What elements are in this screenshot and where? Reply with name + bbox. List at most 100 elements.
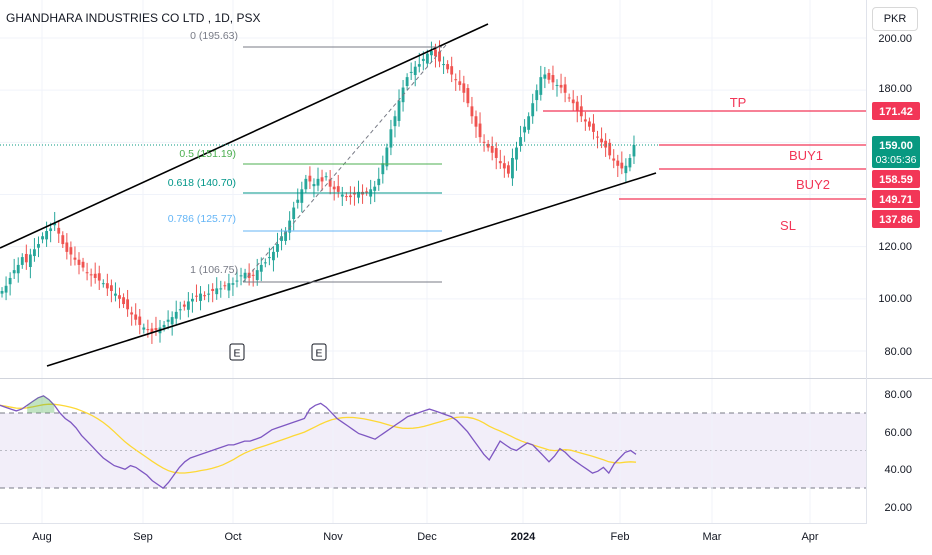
candle-body (393, 116, 397, 127)
candle-body (203, 295, 206, 297)
candle (551, 65, 555, 90)
candle-body (130, 312, 134, 315)
candle-body (600, 138, 603, 143)
candle-body (539, 77, 543, 95)
candle (559, 73, 563, 94)
price-axis[interactable]: 200.00 180.00 120.00 100.00 80.00 (878, 33, 912, 358)
candle (397, 89, 401, 127)
candle-body (215, 288, 219, 295)
candle (340, 186, 344, 206)
candle-body (12, 270, 16, 274)
candle-body (506, 165, 510, 174)
current-price-text: 159.00 (879, 140, 913, 152)
candle (365, 187, 369, 196)
bar-countdown-text: 03:05:36 (876, 154, 917, 166)
current-price-badge (872, 136, 920, 168)
candle (405, 73, 409, 90)
candle-body (73, 257, 77, 260)
currency-button[interactable]: PKR (872, 7, 918, 31)
channel-upper-trendline[interactable] (0, 23, 489, 249)
candle (8, 272, 12, 296)
candle (555, 79, 559, 97)
candle (515, 141, 518, 171)
candle (170, 311, 174, 336)
candle (207, 284, 211, 303)
candle (154, 316, 158, 336)
candle-body (243, 272, 247, 279)
earnings-marker[interactable] (229, 343, 245, 361)
candle (587, 117, 591, 131)
candle (563, 76, 567, 103)
candle-body (413, 66, 417, 76)
candle (632, 135, 636, 164)
candle (259, 257, 263, 282)
price-tick: 120.00 (878, 241, 912, 253)
candle (438, 40, 441, 68)
candle (178, 301, 182, 320)
candle-body (182, 304, 186, 307)
candle (454, 73, 458, 91)
candle (304, 174, 308, 194)
tp-price-badge (872, 102, 920, 120)
buy2-price-badge (872, 190, 920, 208)
candle-body (219, 288, 223, 290)
candle (583, 111, 587, 131)
candle (77, 252, 81, 275)
candle-body (559, 84, 563, 88)
candle (203, 291, 206, 301)
rsi-axis[interactable]: 80.00 60.00 40.00 20.00 (884, 389, 912, 514)
candle (276, 232, 279, 258)
candle (223, 281, 227, 290)
candle-body (166, 319, 170, 322)
price-tick: 80.00 (884, 346, 912, 358)
candle-body (438, 51, 441, 62)
candle-body (20, 257, 24, 265)
earnings-marker[interactable] (311, 343, 327, 361)
candle (332, 180, 336, 201)
candle (474, 110, 478, 138)
candle-body (93, 273, 97, 278)
candle (571, 90, 575, 111)
candle (239, 267, 243, 286)
candle (377, 167, 381, 191)
time-label: Aug (32, 531, 52, 543)
candle-body (482, 141, 486, 143)
candle-body (77, 259, 81, 265)
candle-body (377, 178, 381, 186)
time-axis[interactable]: Aug Sep Oct Nov Dec 2024 Feb Mar Apr (32, 531, 819, 543)
candle-body (417, 64, 421, 67)
candle-body (178, 309, 182, 311)
candle-body (494, 148, 498, 158)
candle-body (85, 272, 89, 274)
time-label: Nov (323, 531, 343, 543)
candle (446, 60, 450, 74)
candle-body (174, 311, 178, 319)
candle-body (41, 236, 44, 240)
candle (600, 127, 603, 149)
candle-body (312, 184, 316, 187)
candle (53, 211, 57, 232)
candle (430, 41, 433, 63)
candle (174, 300, 178, 325)
candle (16, 257, 20, 283)
candle-body (186, 301, 190, 310)
candle (33, 238, 36, 262)
channel-lower-trendline[interactable] (46, 172, 657, 367)
candle-body (328, 179, 332, 187)
candle (336, 174, 340, 198)
candle-body (571, 99, 575, 104)
candle-body (551, 75, 555, 83)
price-pane[interactable] (0, 0, 866, 378)
candle-body (134, 314, 138, 320)
candle (255, 258, 259, 286)
candle (235, 269, 239, 288)
candle-body (284, 231, 288, 241)
candle-body (199, 293, 202, 301)
candle-body (474, 116, 478, 127)
candle-body (308, 175, 312, 182)
candle-body (57, 227, 61, 234)
buy1-price-badge-text: 158.59 (879, 174, 913, 186)
candle (385, 143, 389, 171)
